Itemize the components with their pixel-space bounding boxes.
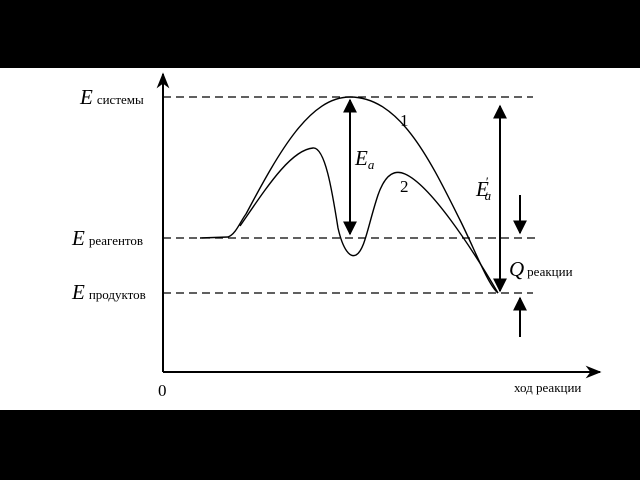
- diagram-canvas: [0, 68, 640, 410]
- origin-label: 0: [158, 381, 167, 400]
- curve-1: [199, 96, 499, 294]
- ea-prime-label: E′ a: [475, 174, 492, 203]
- ea-label: Ea: [354, 146, 375, 172]
- curve-2: [239, 147, 499, 294]
- x-axis-label: ход реакции: [514, 380, 581, 395]
- curve-2-label: 2: [400, 177, 409, 196]
- curve-1-label: 1: [400, 111, 409, 130]
